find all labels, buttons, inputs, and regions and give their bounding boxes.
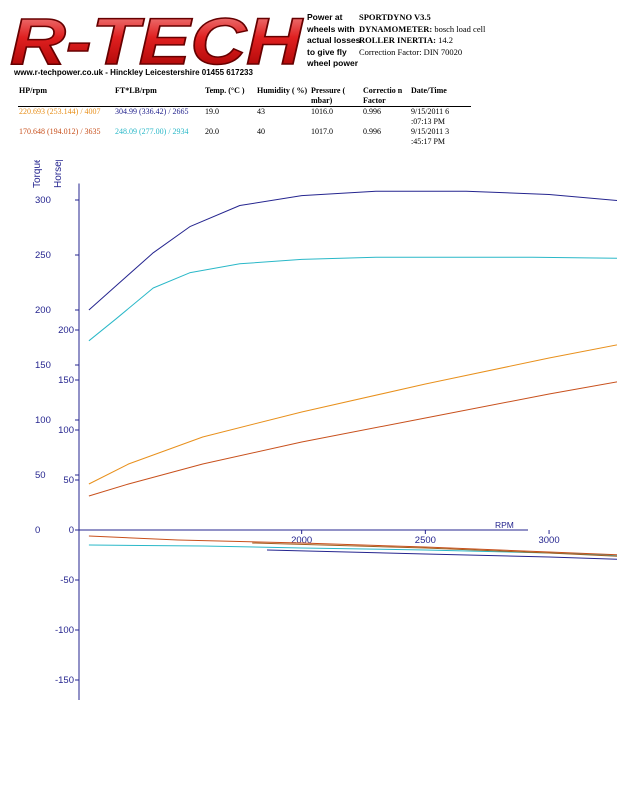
torque-axis-label: Torque	[32, 160, 43, 188]
col-temp: Temp. (°C )	[204, 86, 256, 107]
torque-tick-label: 300	[35, 195, 51, 206]
run1-pressure: 1016.0	[311, 107, 333, 116]
table-row: 220.693 (253.144) / 4007 304.99 (336.42)…	[18, 107, 471, 128]
torque-tick-label: 0	[35, 525, 40, 536]
dyno-info: SPORTDYNO V3.5 DYNAMOMETER: bosch load c…	[359, 12, 485, 58]
series-line-1	[88, 190, 617, 311]
x-axis-label: RPM	[495, 520, 514, 530]
run1-temp: 19.0	[205, 107, 219, 116]
series-line-8	[252, 542, 617, 557]
run1-humidity: 43	[257, 107, 265, 116]
table-header-row: HP/rpm FT*LB/rpm Temp. (°C ) Humidity ( …	[18, 86, 471, 107]
hp-tick-label: 50	[63, 475, 74, 486]
logo-text: R-TECH	[10, 6, 304, 72]
dynamometer-value: bosch load cell	[434, 23, 486, 34]
series-line-7	[88, 535, 617, 556]
torque-tick-label: 250	[35, 250, 51, 261]
inertia-value: 14.2	[438, 35, 453, 45]
hp-tick-label: -100	[55, 625, 74, 636]
hp-tick-label: -150	[55, 675, 74, 686]
dyno-software: SPORTDYNO V3.5	[359, 12, 431, 22]
torque-tick-label: 200	[35, 305, 51, 316]
run1-torque: 304.99 (336.42) / 2665	[115, 107, 189, 116]
hp-tick-label: 200	[58, 325, 74, 336]
col-humidity: Humidity ( %)	[256, 86, 310, 107]
col-datetime: Date/Time	[410, 86, 471, 107]
col-hp: HP/rpm	[18, 86, 114, 107]
col-torque: FT*LB/rpm	[114, 86, 204, 107]
x-tick-label: 2000	[291, 535, 312, 546]
run1-datetime: 9/15/2011 6 :07:13 PM	[411, 107, 450, 126]
run1-hp: 220.693 (253.144) / 4007	[19, 107, 101, 116]
x-tick-label: 3000	[538, 535, 559, 546]
col-pressure: Pressure ( mbar)	[310, 86, 362, 107]
run1-correction: 0.996	[363, 107, 381, 116]
run2-torque: 248.09 (277.00) / 2934	[115, 127, 189, 136]
torque-tick-label: 50	[35, 470, 46, 481]
hp-tick-label: -50	[60, 575, 74, 586]
header-note: Power at wheels with actual losses to gi…	[307, 12, 361, 68]
dynamometer-label: DYNAMOMETER:	[359, 23, 433, 34]
inertia-label: ROLLER INERTIA:	[359, 35, 436, 45]
run2-pressure: 1017.0	[311, 127, 333, 136]
table-row: 170.648 (194.012) / 3635 248.09 (277.00)…	[18, 127, 471, 147]
col-correction: Correctio n Factor	[362, 86, 410, 107]
run2-correction: 0.996	[363, 127, 381, 136]
hp-tick-label: 100	[58, 425, 74, 436]
hp-tick-label: 150	[58, 375, 74, 386]
run2-humidity: 40	[257, 127, 265, 136]
run2-hp: 170.648 (194.012) / 3635	[19, 127, 101, 136]
website-line: www.r-techpower.co.uk - Hinckley Leicest…	[14, 68, 253, 77]
dyno-chart: Torque Horsepower RPM 0 50 100 150 200 250 300 -15…	[32, 160, 617, 700]
series-line-4	[88, 381, 617, 497]
torque-tick-label: 150	[35, 360, 51, 371]
hp-axis-label: Horsepower	[53, 160, 64, 188]
hp-tick-label: 0	[69, 525, 74, 536]
correction-factor: Correction Factor: DIN 70020	[359, 46, 463, 57]
run2-datetime: 9/15/2011 3 :45:17 PM	[411, 127, 450, 146]
runs-table: HP/rpm FT*LB/rpm Temp. (°C ) Humidity ( …	[18, 86, 471, 147]
run2-temp: 20.0	[205, 127, 219, 136]
series-line-2	[88, 256, 617, 342]
x-tick-label: 2500	[415, 535, 436, 546]
series-line-3	[88, 344, 617, 485]
r-tech-logo: R-TECH	[9, 6, 304, 72]
series-line-5	[266, 549, 617, 560]
torque-tick-label: 100	[35, 415, 51, 426]
